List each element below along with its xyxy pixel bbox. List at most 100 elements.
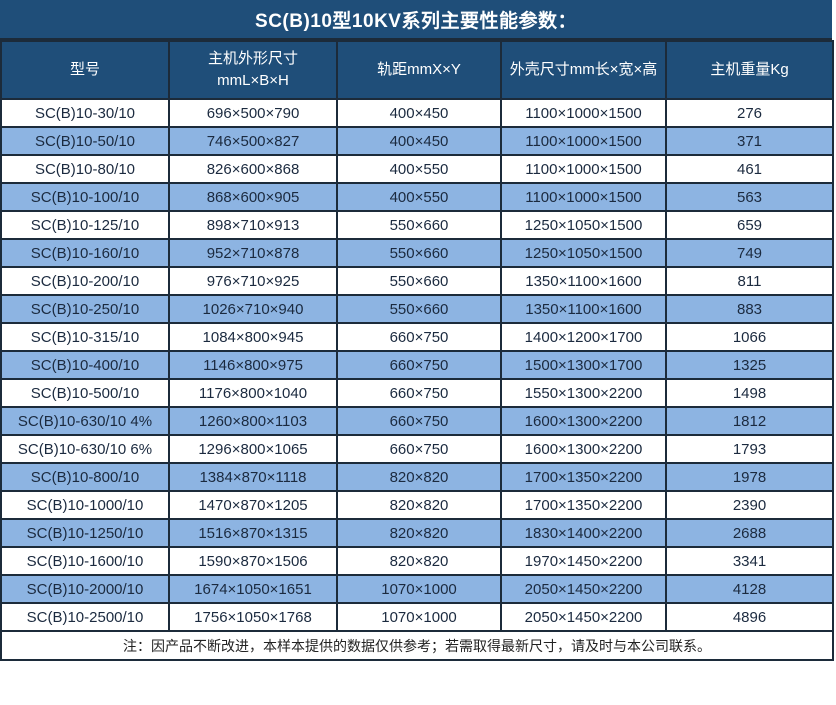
table-cell: 820×820 <box>336 462 502 492</box>
table-cell: 1026×710×940 <box>168 294 338 324</box>
table-cell: 1325 <box>665 350 834 380</box>
column-header-enclosure-size: 外壳尺寸mm长×宽×高 <box>500 40 667 100</box>
table-row: SC(B)10-200/10 976×710×925 550×660 1350×110… <box>0 266 834 296</box>
table-cell: 1250×1050×1500 <box>500 210 667 240</box>
table-cell: 1516×870×1315 <box>168 518 338 548</box>
table-cell: SC(B)10-1250/10 <box>0 518 170 548</box>
table-cell: SC(B)10-160/10 <box>0 238 170 268</box>
table-cell: 1100×1000×1500 <box>500 126 667 156</box>
table-cell: 461 <box>665 154 834 184</box>
table-row: SC(B)10-1000/10 1470×870×1205 820×820 1700×… <box>0 490 834 520</box>
table-cell: SC(B)10-125/10 <box>0 210 170 240</box>
table-cell: 1600×1300×2200 <box>500 434 667 464</box>
table-row: SC(B)10-630/10 6% 1296×800×1065 660×750 160… <box>0 434 834 464</box>
table-row: SC(B)10-125/10 898×710×913 550×660 1250×105… <box>0 210 834 240</box>
column-header-rail-gauge: 轨距mmX×Y <box>336 40 502 100</box>
table-row: SC(B)10-800/10 1384×870×1118 820×820 1700×1… <box>0 462 834 492</box>
table-cell: 1250×1050×1500 <box>500 238 667 268</box>
table-cell: 1793 <box>665 434 834 464</box>
table-cell: 1970×1450×2200 <box>500 546 667 576</box>
table-cell: 1400×1200×1700 <box>500 322 667 352</box>
page-title: SC(B)10型10KV系列主要性能参数： <box>255 10 577 32</box>
table-row: SC(B)10-1600/10 1590×870×1506 820×820 1970×… <box>0 546 834 576</box>
table-cell: 1550×1300×2200 <box>500 378 667 408</box>
table-cell: 1600×1300×2200 <box>500 406 667 436</box>
table-cell: 1100×1000×1500 <box>500 182 667 212</box>
table-cell: 1674×1050×1651 <box>168 574 338 604</box>
table-cell: 1176×800×1040 <box>168 378 338 408</box>
spec-table: 型号 主机外形尺寸 mmL×B×H 轨距mmX×Y 外壳尺寸mm长×宽×高 主机… <box>0 40 834 661</box>
table-cell: 696×500×790 <box>168 98 338 128</box>
column-header-host-dimensions: 主机外形尺寸 mmL×B×H <box>168 40 338 100</box>
column-header-model: 型号 <box>0 40 170 100</box>
table-cell: 883 <box>665 294 834 324</box>
table-cell: 2390 <box>665 490 834 520</box>
table-cell: 1590×870×1506 <box>168 546 338 576</box>
table-cell: 2050×1450×2200 <box>500 602 667 632</box>
table-cell: 550×660 <box>336 210 502 240</box>
table-header: 型号 主机外形尺寸 mmL×B×H 轨距mmX×Y 外壳尺寸mm长×宽×高 主机… <box>0 40 834 100</box>
table-cell: SC(B)10-80/10 <box>0 154 170 184</box>
table-row: SC(B)10-50/10 746×500×827 400×450 1100×1000… <box>0 126 834 156</box>
table-cell: SC(B)10-1000/10 <box>0 490 170 520</box>
table-row: SC(B)10-30/10 696×500×790 400×450 1100×1000… <box>0 98 834 128</box>
table-cell: 1500×1300×1700 <box>500 350 667 380</box>
table-cell: 400×450 <box>336 98 502 128</box>
table-cell: 550×660 <box>336 238 502 268</box>
table-cell: 820×820 <box>336 490 502 520</box>
table-cell: 1100×1000×1500 <box>500 154 667 184</box>
table-cell: 749 <box>665 238 834 268</box>
table-cell: 976×710×925 <box>168 266 338 296</box>
table-cell: 4128 <box>665 574 834 604</box>
table-cell: 1350×1100×1600 <box>500 294 667 324</box>
table-cell: SC(B)10-800/10 <box>0 462 170 492</box>
table-cell: 1978 <box>665 462 834 492</box>
table-cell: 1100×1000×1500 <box>500 98 667 128</box>
table-cell: 746×500×827 <box>168 126 338 156</box>
table-cell: 2050×1450×2200 <box>500 574 667 604</box>
table-cell: SC(B)10-630/10 6% <box>0 434 170 464</box>
table-cell: 660×750 <box>336 350 502 380</box>
table-cell: 550×660 <box>336 294 502 324</box>
table-cell: 660×750 <box>336 406 502 436</box>
table-cell: SC(B)10-100/10 <box>0 182 170 212</box>
table-cell: 1700×1350×2200 <box>500 462 667 492</box>
table-cell: SC(B)10-250/10 <box>0 294 170 324</box>
table-cell: 371 <box>665 126 834 156</box>
column-header-host-weight: 主机重量Kg <box>665 40 834 100</box>
table-row: SC(B)10-2500/10 1756×1050×1768 1070×1000 20… <box>0 602 834 632</box>
table-cell: SC(B)10-2500/10 <box>0 602 170 632</box>
table-cell: 1830×1400×2200 <box>500 518 667 548</box>
table-cell: 400×550 <box>336 154 502 184</box>
table-cell: 550×660 <box>336 266 502 296</box>
table-cell: 660×750 <box>336 434 502 464</box>
table-cell: 659 <box>665 210 834 240</box>
table-cell: 1756×1050×1768 <box>168 602 338 632</box>
table-row: SC(B)10-1250/10 1516×870×1315 820×820 1830×… <box>0 518 834 548</box>
table-cell: 811 <box>665 266 834 296</box>
table-row: SC(B)10-315/10 1084×800×945 660×750 1400×12… <box>0 322 834 352</box>
table-body: SC(B)10-30/10 696×500×790 400×450 1100×1000… <box>0 98 834 632</box>
table-cell: SC(B)10-1600/10 <box>0 546 170 576</box>
table-cell: 1470×870×1205 <box>168 490 338 520</box>
table-cell: 1070×1000 <box>336 602 502 632</box>
table-cell: SC(B)10-30/10 <box>0 98 170 128</box>
table-cell: 1070×1000 <box>336 574 502 604</box>
table-row: SC(B)10-250/10 1026×710×940 550×660 1350×11… <box>0 294 834 324</box>
table-cell: 1296×800×1065 <box>168 434 338 464</box>
table-cell: SC(B)10-400/10 <box>0 350 170 380</box>
table-cell: 276 <box>665 98 834 128</box>
table-row: SC(B)10-100/10 868×600×905 400×550 1100×100… <box>0 182 834 212</box>
table-cell: 3341 <box>665 546 834 576</box>
table-cell: 660×750 <box>336 378 502 408</box>
table-cell: 2688 <box>665 518 834 548</box>
table-cell: 820×820 <box>336 546 502 576</box>
table-cell: SC(B)10-50/10 <box>0 126 170 156</box>
table-row: SC(B)10-630/10 4% 1260×800×1103 660×750 160… <box>0 406 834 436</box>
table-cell: SC(B)10-630/10 4% <box>0 406 170 436</box>
table-title-bar: SC(B)10型10KV系列主要性能参数： <box>0 0 832 40</box>
table-cell: 4896 <box>665 602 834 632</box>
table-cell: 1260×800×1103 <box>168 406 338 436</box>
table-cell: SC(B)10-500/10 <box>0 378 170 408</box>
table-cell: SC(B)10-315/10 <box>0 322 170 352</box>
